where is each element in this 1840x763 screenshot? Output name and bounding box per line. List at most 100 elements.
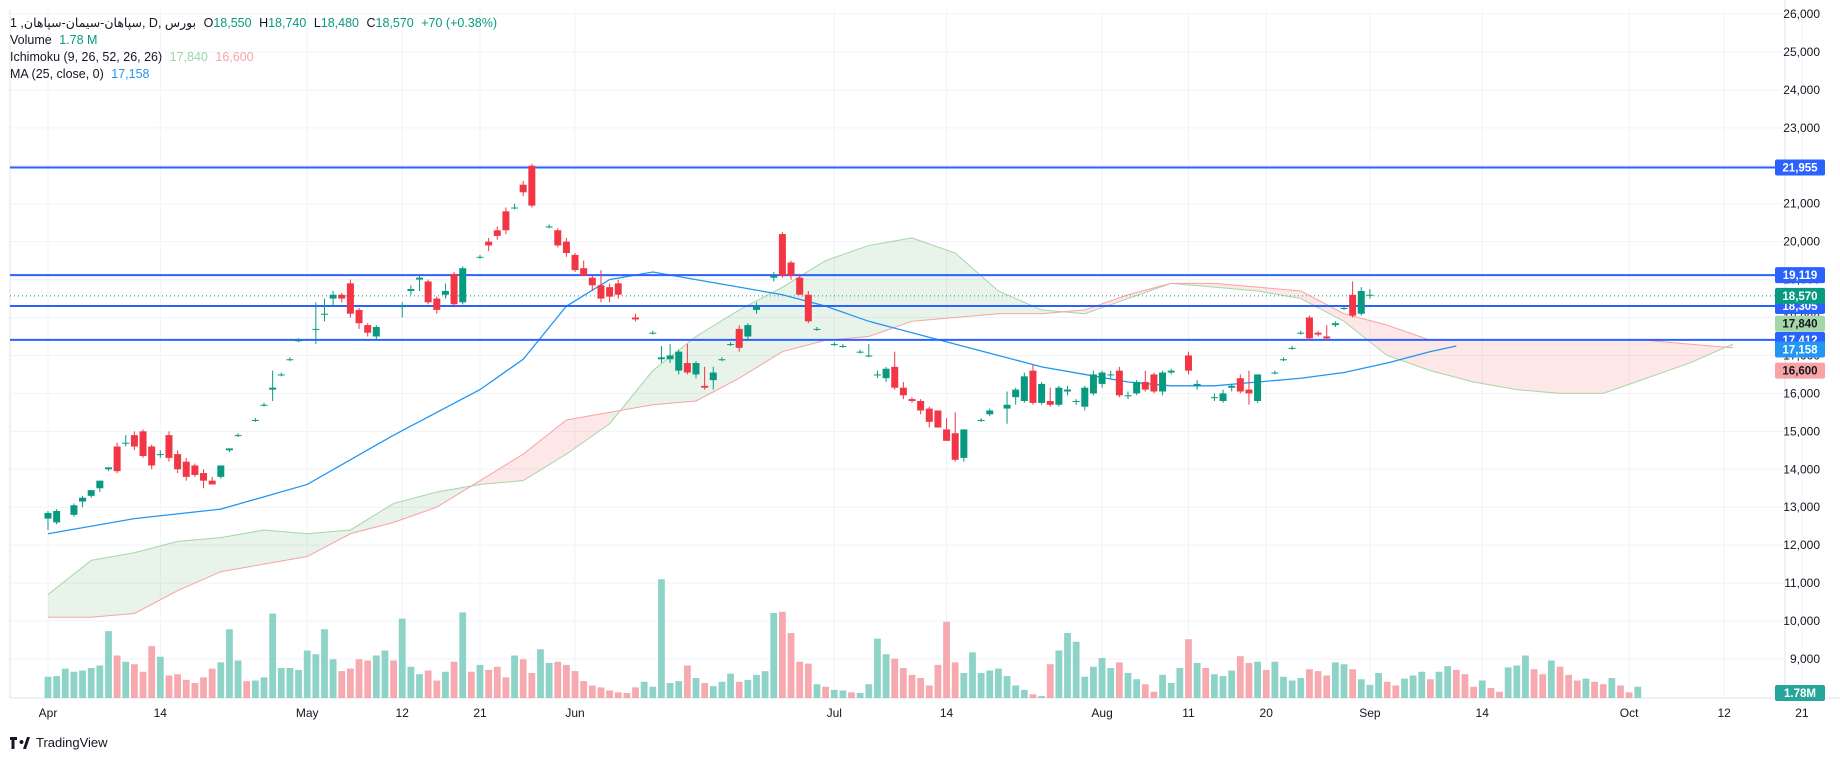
volume-legend[interactable]: Volume 1.78 M (10, 32, 501, 49)
candle-body (1297, 332, 1305, 334)
price-tick-label: 16,000 (1783, 386, 1820, 400)
candle-body (1349, 294, 1357, 316)
cloud-segment (91, 552, 135, 618)
volume-bar (1193, 663, 1201, 698)
candle-body (53, 511, 61, 523)
volume-bar (640, 681, 648, 698)
volume-bar (1608, 678, 1616, 698)
chart-legend: 1 ,سپاهان-سیمان-سپاهان, D, بورس O18,550 … (10, 15, 501, 83)
volume-bar (398, 618, 406, 698)
candle-body (925, 408, 933, 422)
cloud-segment (1430, 340, 1474, 383)
candle-body (139, 431, 147, 457)
volume-bar (1340, 664, 1348, 698)
volume-bar (1107, 668, 1115, 698)
volume-bar (830, 689, 838, 698)
ichimoku-legend[interactable]: Ichimoku (9, 26, 52, 26, 26) 17,840 16,6… (10, 49, 501, 66)
candle-body (683, 363, 691, 373)
volume-bar (908, 674, 916, 698)
candle-body (277, 374, 285, 376)
volume-bar (718, 681, 726, 698)
volume-bar (1115, 662, 1123, 698)
price-tag-last: 18,570 (1775, 287, 1825, 304)
volume-bar (165, 675, 173, 698)
volume-bar (1599, 684, 1607, 698)
candle-body (459, 268, 467, 303)
candle-body (1089, 374, 1097, 394)
candle-body (200, 473, 208, 481)
price-tick-label: 15,000 (1783, 424, 1820, 438)
level-price-tag: 19,119 (1775, 267, 1825, 284)
candle-body (727, 344, 735, 346)
volume-bar (96, 665, 104, 698)
volume-bar (813, 684, 821, 698)
volume-bar (1573, 680, 1581, 698)
volume-bar (355, 659, 363, 698)
cloud-segment (1214, 283, 1258, 291)
volume-bar (1064, 633, 1071, 698)
volume-bar (312, 654, 320, 698)
volume-bar (1245, 663, 1253, 698)
volume-bar (995, 668, 1002, 698)
candle-body (865, 355, 873, 357)
candle-body (1167, 370, 1175, 373)
volume-bar (709, 686, 717, 698)
candle-body (1046, 400, 1054, 405)
volume-bar (649, 686, 657, 698)
ma-legend[interactable]: MA (25, close, 0) 17,158 (10, 66, 501, 83)
candle-body (856, 351, 864, 353)
volume-bar (960, 673, 968, 698)
volume-bar (139, 671, 147, 698)
volume-bar (1530, 669, 1538, 698)
volume-bar (156, 656, 164, 698)
volume-bar (1357, 679, 1365, 698)
volume-bar (787, 633, 795, 698)
candle-body (752, 306, 760, 310)
candle-body (1340, 308, 1348, 310)
volume-bar (727, 673, 734, 698)
volume-bar (1176, 668, 1184, 698)
cloud-segment (1646, 340, 1690, 379)
volume-bar (839, 690, 847, 698)
price-tag-spanA-bg (1775, 315, 1825, 332)
candle-body (441, 290, 449, 295)
candle-body (286, 359, 294, 361)
volume-bar (735, 681, 743, 698)
volume-tag: 1.78M (1775, 685, 1825, 701)
volume-bar (148, 646, 156, 698)
level-price-tag-bg (1775, 159, 1825, 176)
candle-body (44, 512, 52, 519)
ma-line (47, 271, 1457, 535)
time-tick-label: 12 (1717, 706, 1731, 720)
volume-bar (44, 676, 52, 698)
volume-bar (407, 666, 415, 698)
candle-body (1254, 374, 1262, 401)
tradingview-logo[interactable]: TradingView (10, 735, 108, 750)
cloud-segment (868, 237, 912, 337)
cloud-segment (739, 287, 783, 379)
volume-bar (986, 670, 994, 698)
candle-body (1236, 378, 1244, 392)
low-value: 18,480 (320, 16, 359, 30)
volume-bar (519, 659, 527, 698)
time-tick-label: Sep (1359, 706, 1381, 720)
volume-bar (1124, 673, 1132, 698)
volume-tag-text: 1.78M (1784, 688, 1816, 700)
cloud-segment (48, 560, 92, 618)
volume-bar (1444, 666, 1452, 698)
candle-body (312, 328, 320, 330)
cloud-segment (566, 412, 610, 455)
volume-bar (1409, 675, 1417, 698)
candle-body (208, 480, 216, 485)
candle-body (580, 268, 588, 276)
level-price-tag-bg (1775, 267, 1825, 284)
change-value: +70 (+0.38%) (421, 16, 497, 30)
candle-body (554, 230, 562, 246)
time-tick-label: 14 (940, 706, 954, 720)
volume-bar (1556, 666, 1564, 698)
volume-bar (1262, 669, 1270, 698)
volume-bar (1418, 671, 1426, 698)
candle-body (1357, 290, 1365, 314)
cloud-segment (1473, 340, 1517, 390)
